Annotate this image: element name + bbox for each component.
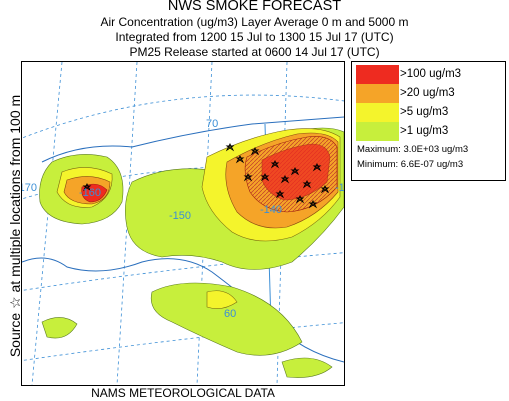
legend-swatch bbox=[356, 84, 399, 103]
legend-item: >1 ug/m3 bbox=[356, 122, 504, 141]
lon-label-170: -170 bbox=[22, 182, 38, 194]
lon-label-150: -150 bbox=[169, 210, 192, 222]
integration-period: Integrated from 1200 15 Jul to 1300 15 J… bbox=[115, 30, 394, 44]
lon-label-130: -130 bbox=[335, 182, 345, 194]
legend-item: >5 ug/m3 bbox=[356, 103, 504, 122]
concentration-subtitle: Air Concentration (ug/m3) Layer Average … bbox=[100, 15, 409, 29]
map-canvas bbox=[22, 62, 344, 385]
legend-swatch bbox=[356, 122, 399, 141]
lon-label-140: -140 bbox=[260, 204, 283, 216]
map-title: NWS SMOKE FORECAST bbox=[167, 0, 342, 14]
meteorological-data-label: NAMS METEOROLOGICAL DATA bbox=[91, 386, 275, 400]
lat-label-70: 70 bbox=[206, 118, 219, 130]
smoke-contour-gt100 bbox=[81, 136, 338, 213]
smoke-map: 70 -170 -160 -150 -140 60 -130 bbox=[21, 61, 345, 386]
legend-label: >1 ug/m3 bbox=[400, 125, 449, 137]
legend-item: >100 ug/m3 bbox=[356, 65, 504, 84]
release-start: PM25 Release started at 0600 14 Jul 17 (… bbox=[129, 45, 380, 59]
maximum-value: Maximum: 3.0E+03 ug/m3 bbox=[357, 144, 469, 155]
legend-swatch bbox=[356, 65, 399, 84]
legend-label: >100 ug/m3 bbox=[400, 68, 462, 80]
lat-label-60: 60 bbox=[224, 308, 237, 320]
lon-label-160: -160 bbox=[79, 187, 102, 199]
concentration-legend: >100 ug/m3 >20 ug/m3 >5 ug/m3 >1 ug/m3 M… bbox=[351, 61, 506, 181]
legend-label: >20 ug/m3 bbox=[400, 87, 455, 99]
source-markers bbox=[82, 142, 330, 209]
minimum-value: Minimum: 6.6E-07 ug/m3 bbox=[357, 159, 464, 170]
legend-item: >20 ug/m3 bbox=[356, 84, 504, 103]
legend-swatch bbox=[356, 103, 399, 122]
legend-label: >5 ug/m3 bbox=[400, 106, 449, 118]
